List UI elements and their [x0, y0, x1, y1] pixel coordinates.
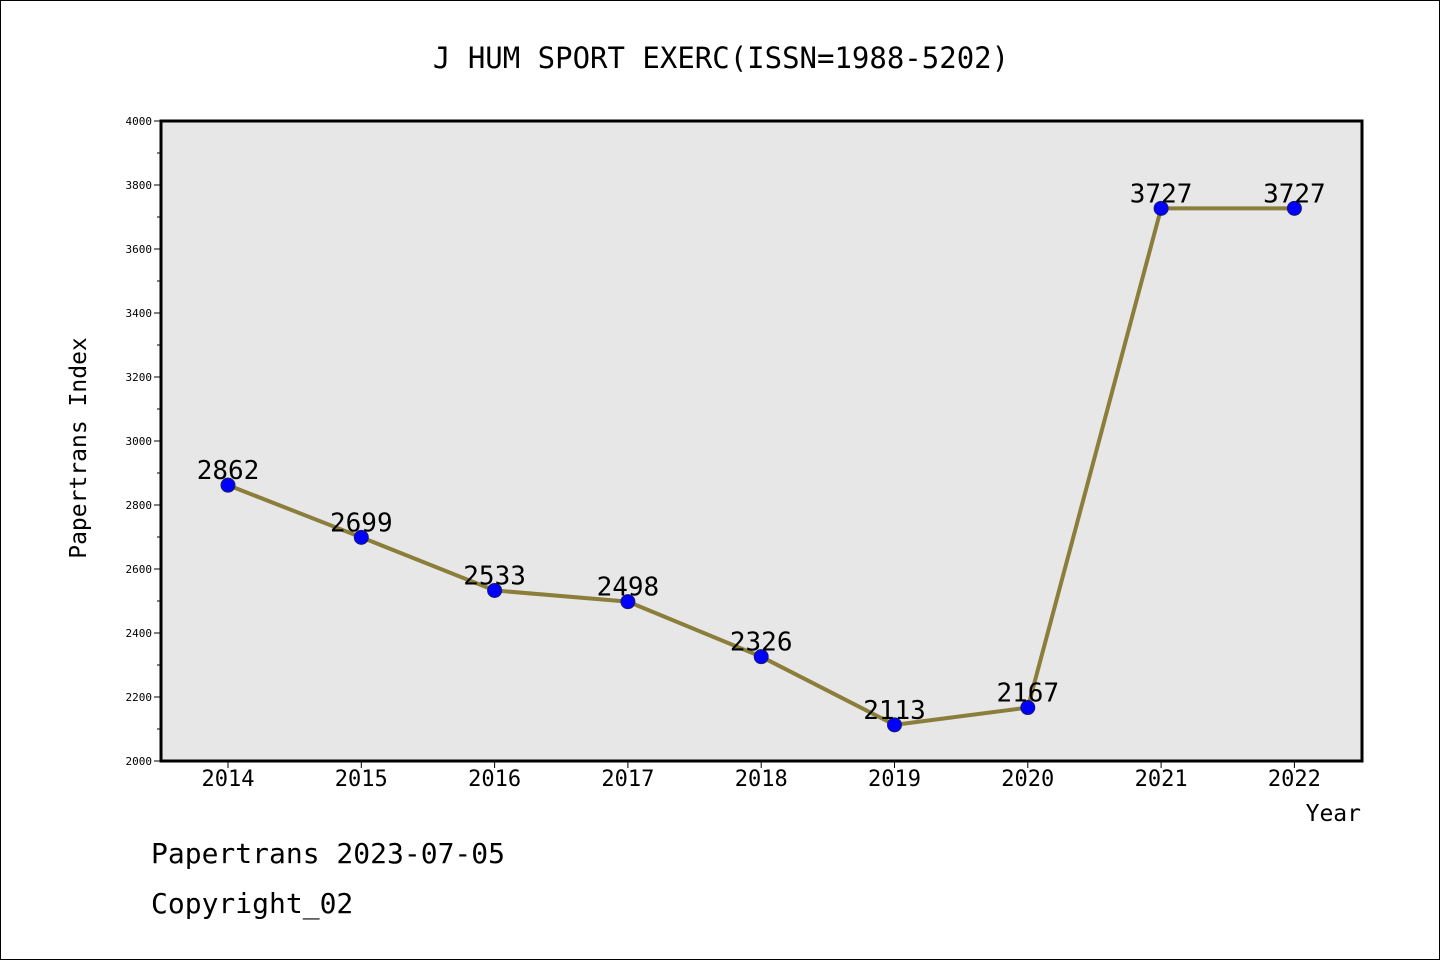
data-label: 2862 [197, 456, 260, 486]
x-tick-label: 2014 [202, 767, 255, 792]
data-label: 2699 [330, 508, 393, 538]
data-label: 2533 [463, 561, 526, 591]
y-axis: 2000 2200 2400 2600 2800 3000 3200 3400 3600 3800… [126, 115, 161, 768]
data-point [353, 529, 369, 545]
data-point [887, 717, 902, 733]
y-tick-label: 2800 [126, 499, 153, 512]
plot-area [159, 119, 1364, 763]
data-point [487, 582, 503, 598]
y-tick-label: 3200 [126, 371, 153, 384]
chart-title: J HUM SPORT EXERC(ISSN=1988-5202) [433, 41, 1009, 75]
data-point [220, 477, 236, 493]
data-label: 2498 [597, 573, 660, 603]
y-tick-label: 2200 [126, 691, 153, 704]
x-tick-label: 2022 [1268, 767, 1321, 792]
x-tick-label: 2021 [1135, 767, 1188, 792]
y-tick-label: 2000 [126, 755, 153, 768]
data-label: 2167 [996, 679, 1059, 709]
x-tick-label: 2016 [468, 767, 521, 792]
x-tick-label: 2020 [1001, 767, 1054, 792]
y-tick-label: 2600 [126, 563, 153, 576]
y-tick-label: 2400 [126, 627, 153, 640]
series-layer: 2862 2699 2533 2498 2326 2113 2167 3727 3727 [197, 179, 1326, 733]
data-label: 2113 [863, 696, 926, 726]
y-tick-label: 4000 [126, 115, 153, 128]
data-point [1286, 200, 1302, 216]
x-axis-label: Year [1306, 801, 1361, 827]
data-point [620, 594, 636, 610]
source-date-text: Papertrans 2023-07-05 [151, 837, 506, 870]
y-tick-label: 3400 [126, 307, 153, 320]
x-tick-label: 2019 [868, 767, 921, 792]
x-axis: 2014 2015 2016 2017 2018 2019 2020 2021 2022 [202, 761, 1321, 792]
x-tick-label: 2017 [601, 767, 654, 792]
x-tick-label: 2018 [735, 767, 788, 792]
y-tick-label: 3800 [126, 179, 153, 192]
y-axis-label: Papertrans Index [66, 337, 92, 559]
data-point [753, 649, 769, 665]
y-tick-label: 3000 [126, 435, 153, 448]
data-point [1020, 700, 1036, 716]
x-tick-label: 2015 [335, 767, 388, 792]
y-tick-label: 3600 [126, 243, 153, 256]
data-point [1153, 200, 1169, 216]
copyright-text: Copyright_02 [151, 887, 354, 920]
data-label: 2326 [730, 628, 793, 658]
data-label: 3727 [1130, 179, 1193, 209]
data-label: 3727 [1263, 179, 1326, 209]
